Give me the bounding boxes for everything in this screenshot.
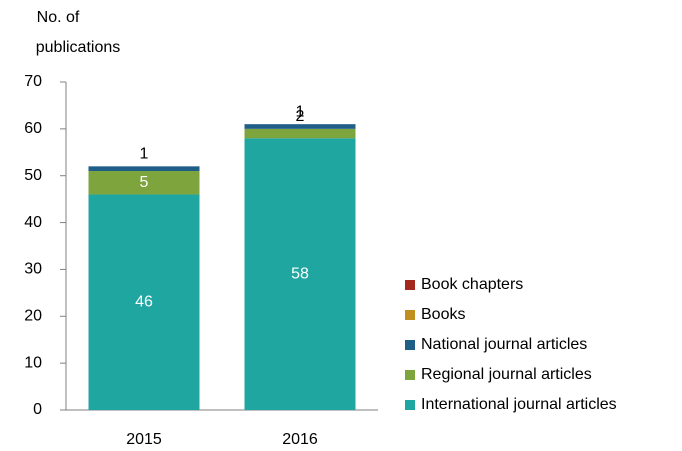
data-label: 2 [296,108,305,125]
data-label: 1 [140,146,149,163]
data-label: 58 [291,265,309,282]
x-tick-label: 2015 [126,431,162,448]
bar-segment [244,138,356,410]
legend-swatch [405,310,415,320]
y-tick-label: 70 [24,73,42,90]
x-tick-label: 2016 [282,431,318,448]
legend-label: Books [421,306,465,323]
legend-swatch [405,400,415,410]
legend-label: International journal articles [421,396,617,413]
data-label: 1 [296,103,305,120]
bar-segment [88,166,200,172]
y-tick-label: 40 [24,214,42,231]
bar-segment [88,194,200,410]
data-label: 5 [140,174,149,191]
y-axis-label: No. of [37,9,80,26]
legend-swatch [405,340,415,350]
legend-swatch [405,370,415,380]
legend-label: Regional journal articles [421,366,592,383]
y-tick-label: 20 [24,308,42,325]
y-tick-label: 30 [24,261,42,278]
y-axis-label: publications [36,39,121,56]
bar-segment [244,128,356,139]
data-label: 46 [135,293,153,310]
y-tick-label: 10 [24,354,42,371]
legend-label: Book chapters [421,276,523,293]
legend-label: National journal articles [421,336,587,353]
y-tick-label: 60 [24,120,42,137]
y-tick-label: 0 [33,401,42,418]
y-tick-label: 50 [24,167,42,184]
bar-segment [88,171,200,195]
legend-swatch [405,280,415,290]
bar-segment [244,124,356,129]
